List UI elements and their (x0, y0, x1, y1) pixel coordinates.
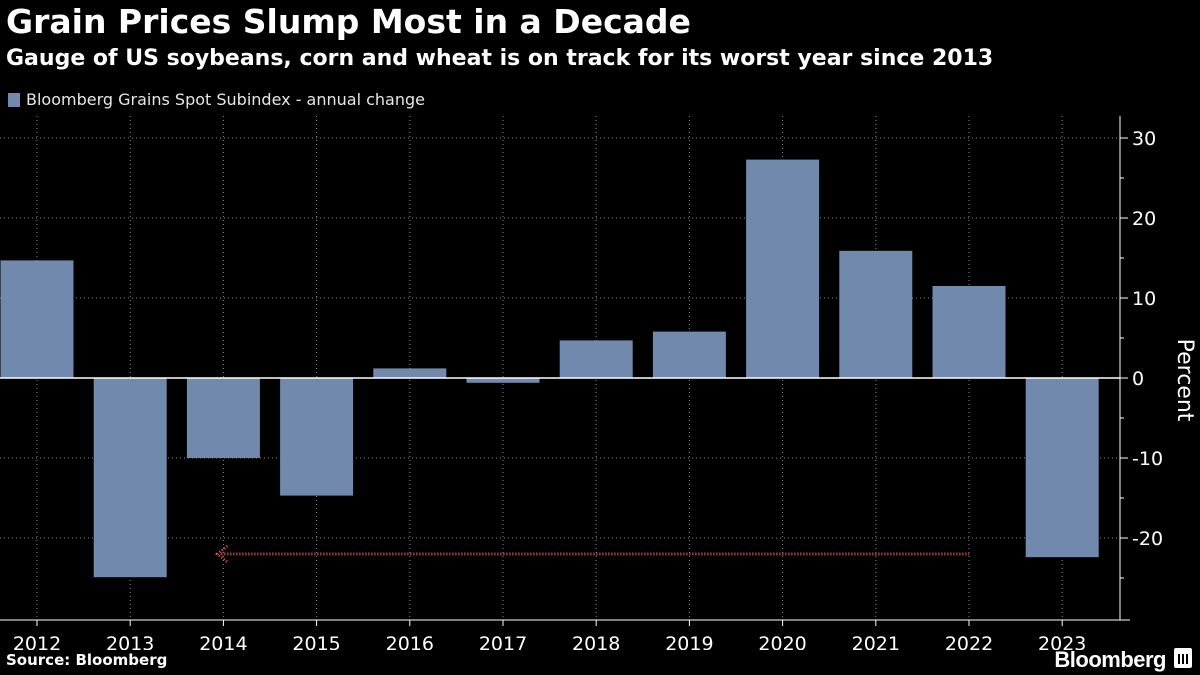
bar-2017 (466, 378, 540, 383)
x-tick-label: 2014 (199, 633, 247, 650)
bar-2020 (746, 159, 820, 378)
bar-chart: 30 20 10 0 -10 -20 Percent 2012 2013 2014 2015 2016… (0, 116, 1197, 650)
y-tick-label: -20 (1132, 528, 1163, 550)
x-tick-label: 2017 (479, 633, 527, 650)
y-tick-label: 30 (1132, 128, 1156, 150)
bar-2022 (932, 286, 1006, 378)
y-tick-label: 20 (1132, 208, 1156, 230)
x-tick-label: 2012 (13, 633, 61, 650)
bar-2019 (652, 331, 726, 378)
x-tick-label: 2023 (1038, 633, 1086, 650)
x-tick-label: 2018 (572, 633, 620, 650)
x-tick-label: 2019 (665, 633, 713, 650)
bar-2021 (839, 250, 913, 378)
bloomberg-logo: Bloomberg (1054, 647, 1166, 672)
y-tick-label: -10 (1132, 448, 1163, 470)
legend: Bloomberg Grains Spot Subindex - annual … (8, 90, 425, 109)
source-note: Source: Bloomberg (6, 651, 168, 669)
x-tick-label: 2022 (945, 633, 993, 650)
annotation-arrow-head (214, 544, 229, 564)
x-tick-label: 2021 (852, 633, 900, 650)
legend-label: Bloomberg Grains Spot Subindex - annual … (26, 90, 425, 109)
x-tick-label: 2016 (386, 633, 434, 650)
x-tick-label: 2020 (758, 633, 806, 650)
y-tick-label: 10 (1132, 288, 1156, 310)
chart-title: Grain Prices Slump Most in a Decade (6, 2, 691, 41)
bar-2013 (93, 378, 167, 578)
bar-2012 (0, 260, 74, 378)
bar-2015 (280, 378, 354, 496)
x-tick-label: 2015 (292, 633, 340, 650)
bar-2018 (559, 340, 633, 378)
chart-icon (1174, 648, 1192, 668)
legend-swatch (8, 92, 20, 107)
bar-2023 (1025, 378, 1099, 558)
y-tick-label: 0 (1132, 368, 1144, 390)
bar-2016 (373, 368, 447, 378)
chart-subtitle: Gauge of US soybeans, corn and wheat is … (6, 46, 994, 71)
x-tick-label: 2013 (106, 633, 154, 650)
bar-2014 (186, 378, 260, 458)
y-axis-label: Percent (1172, 339, 1197, 422)
